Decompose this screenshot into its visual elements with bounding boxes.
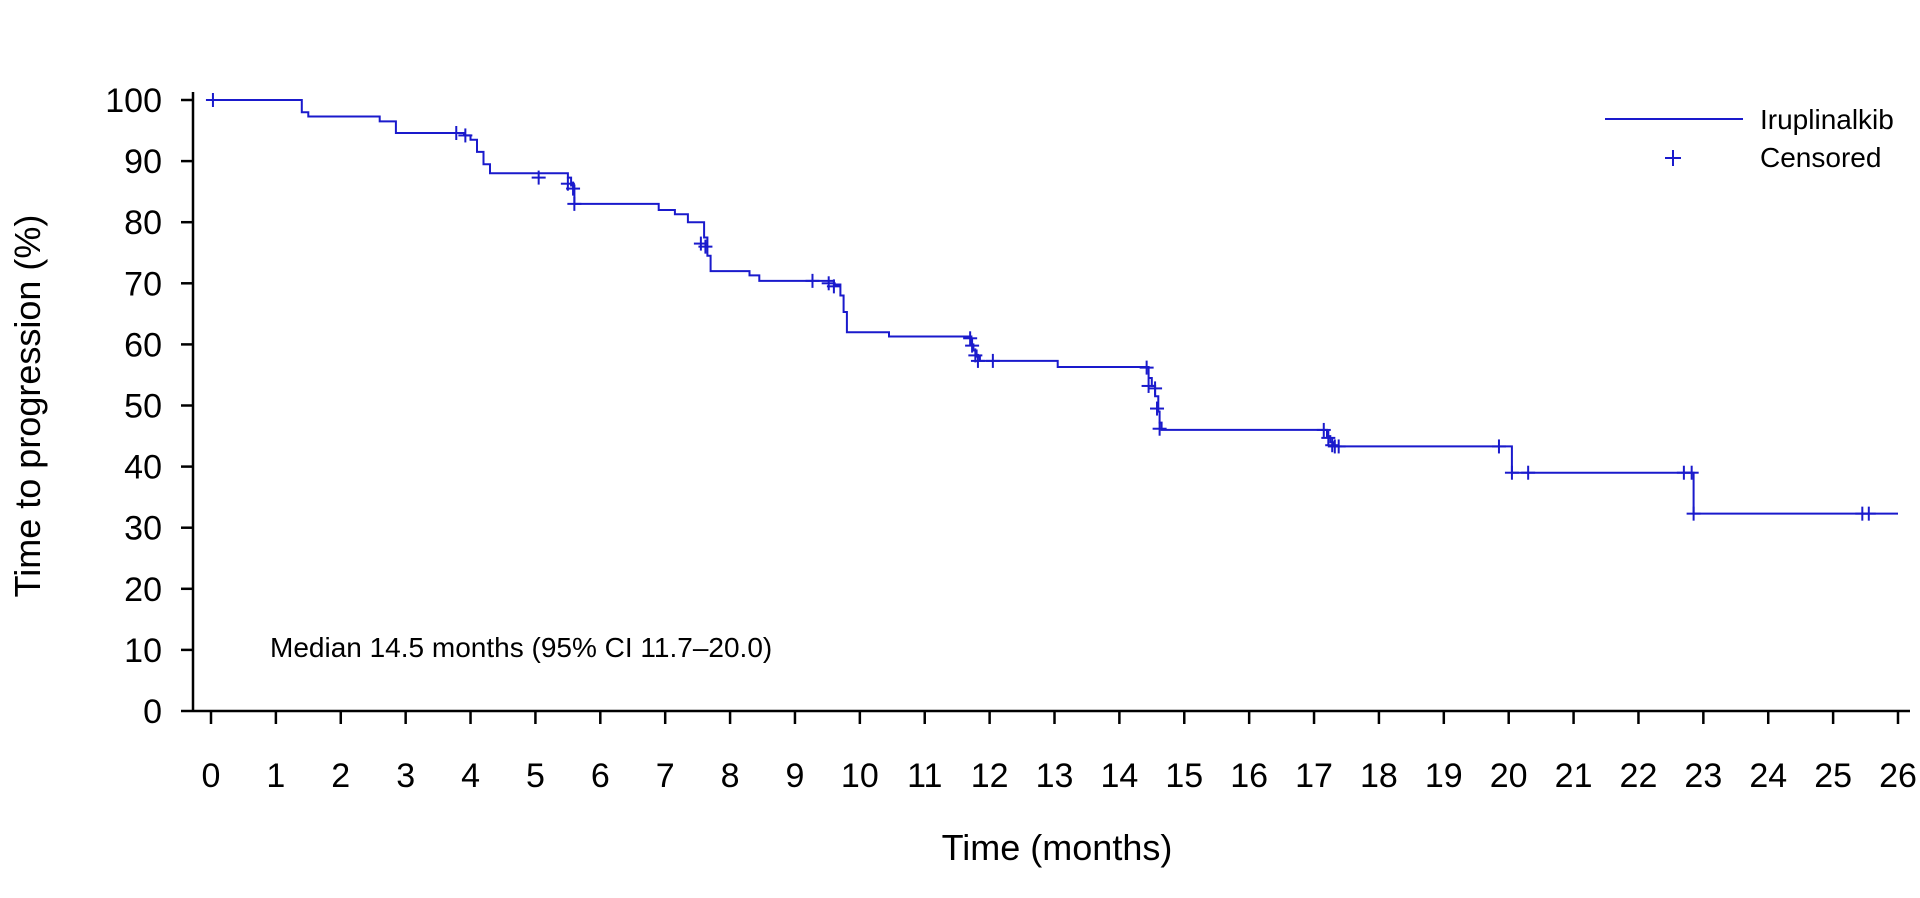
km-curve-iruplinalkib [211, 99, 1898, 515]
x-tick-label: 8 [721, 757, 740, 795]
censor-marks [205, 93, 1876, 521]
x-tick-label: 24 [1749, 757, 1787, 795]
x-tick-label: 3 [396, 757, 415, 795]
censor-mark [449, 125, 464, 140]
x-axis: 0 1 2 3 4 5 6 7 8 9 10 11 12 13 14 15 16 17 18 19 20 21 22 23 24… [193, 709, 1917, 868]
censor-mark [205, 93, 220, 107]
censor-mark [965, 338, 980, 353]
x-tick-label: 21 [1555, 757, 1593, 795]
x-tick-label: 12 [971, 757, 1009, 795]
x-tick-label: 15 [1165, 757, 1203, 795]
censor-mark [531, 170, 546, 185]
censor-mark [1521, 465, 1536, 480]
y-axis-title: Time to progression (%) [7, 215, 48, 598]
y-tick-label: 60 [124, 326, 162, 364]
censor-mark [970, 353, 985, 368]
legend: Iruplinalkib Censored [1605, 104, 1894, 173]
censor-mark [1321, 430, 1336, 445]
y-tick-label: 20 [124, 571, 162, 609]
x-tick-label: 9 [786, 757, 805, 795]
censor-mark [1491, 439, 1506, 454]
x-tick-label: 13 [1036, 757, 1074, 795]
censor-mark [985, 353, 1000, 368]
censor-mark [1141, 378, 1156, 393]
censor-mark [1686, 506, 1701, 521]
censor-mark [566, 181, 581, 196]
censor-mark [1325, 438, 1340, 453]
y-axis: 0 10 20 30 40 50 60 70 80 90 100 Time to progressi… [7, 82, 195, 731]
x-axis-title: Time (months) [942, 827, 1173, 868]
legend-censor-swatch [1665, 150, 1681, 166]
censor-mark [963, 331, 978, 346]
y-tick-label: 30 [124, 510, 162, 548]
y-ticks: 0 10 20 30 40 50 60 70 80 90 100 [105, 82, 193, 731]
x-ticks: 0 1 2 3 4 5 6 7 8 9 10 11 12 13 14 15 16 17 18 19 20 21 22 23 24… [202, 711, 1917, 795]
plot-area [205, 93, 1898, 521]
x-tick-label: 7 [656, 757, 675, 795]
x-tick-label: 11 [907, 757, 942, 795]
y-tick-label: 0 [143, 693, 162, 731]
censor-mark [1152, 421, 1167, 436]
legend-censor-label: Censored [1760, 142, 1881, 173]
x-tick-label: 26 [1879, 757, 1917, 795]
x-tick-label: 6 [591, 757, 610, 795]
legend-line-label: Iruplinalkib [1760, 104, 1894, 135]
x-tick-label: 2 [331, 757, 350, 795]
y-tick-label: 100 [105, 82, 162, 120]
x-tick-label: 10 [841, 757, 879, 795]
x-tick-label: 20 [1490, 757, 1528, 795]
censor-mark [1139, 360, 1154, 375]
x-tick-label: 5 [526, 757, 545, 795]
censor-mark [1861, 506, 1876, 521]
x-tick-label: 17 [1295, 757, 1333, 795]
y-tick-label: 10 [124, 632, 162, 670]
censor-mark [1150, 401, 1165, 416]
x-tick-label: 4 [461, 757, 480, 795]
x-tick-label: 25 [1814, 757, 1852, 795]
x-tick-label: 23 [1684, 757, 1722, 795]
x-tick-label: 16 [1230, 757, 1268, 795]
median-annotation: Median 14.5 months (95% CI 11.7–20.0) [270, 632, 772, 663]
x-tick-label: 0 [202, 757, 221, 795]
censor-mark [698, 239, 713, 254]
y-tick-label: 50 [124, 388, 162, 426]
censor-mark [458, 128, 473, 143]
censor-mark [567, 196, 582, 211]
x-tick-label: 22 [1620, 757, 1658, 795]
censor-mark [826, 279, 841, 294]
x-tick-label: 19 [1425, 757, 1463, 795]
censor-mark [805, 273, 820, 288]
x-tick-label: 18 [1360, 757, 1398, 795]
x-tick-label: 14 [1100, 757, 1138, 795]
censor-mark [1684, 465, 1699, 480]
censor-mark [1504, 465, 1519, 480]
y-tick-label: 40 [124, 449, 162, 487]
y-tick-label: 80 [124, 204, 162, 242]
y-tick-label: 90 [124, 143, 162, 181]
censor-mark [1148, 381, 1163, 396]
y-tick-label: 70 [124, 265, 162, 303]
x-tick-label: 1 [266, 757, 285, 795]
censor-mark [1316, 422, 1331, 437]
censor-mark [1331, 439, 1346, 454]
